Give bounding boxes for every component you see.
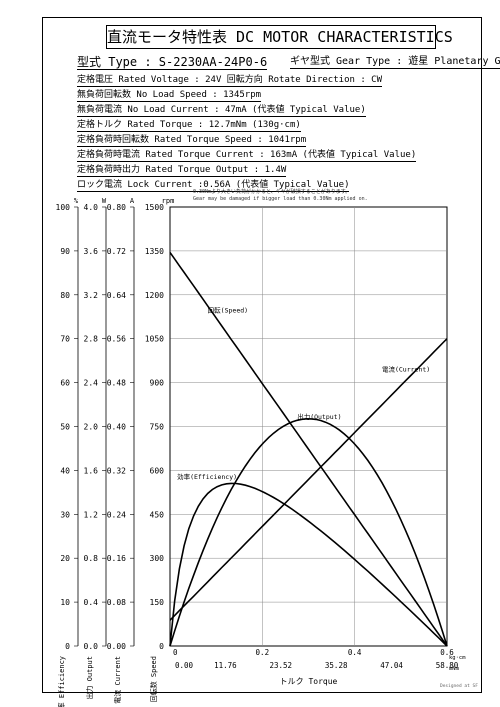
x-unit-kgcm: kg·cm	[449, 655, 466, 661]
speed-tick-label: 0	[159, 642, 164, 651]
efficiency-tick-label: 30	[60, 510, 70, 519]
efficiency-tick-label: 90	[60, 247, 70, 256]
output-tick-label: 3.2	[84, 291, 99, 300]
spec-lock-current: ロック電流 Lock Current :0.56A (代表値 Typical V…	[77, 180, 350, 192]
x-tick-label-mnm: 47.04	[380, 661, 403, 670]
sheet-frame	[42, 17, 482, 693]
x-tick-label-mnm: 58.80	[436, 661, 459, 670]
speed-tick-label: 1500	[145, 203, 164, 212]
efficiency-unit-label: %	[74, 197, 79, 205]
efficiency-tick-label: 100	[56, 203, 71, 212]
efficiency-tick-label: 0	[65, 642, 70, 651]
gear-warning-jp: 0.30Nmより大きい負荷がかかると、ギヤが破損することがあります。	[193, 189, 351, 195]
series-label-speed: 回転(Speed)	[208, 306, 248, 314]
spec-no-load-current: 無負荷電流 No Load Current : 47mA (代表値 Typica…	[77, 105, 366, 117]
output-tick-label: 0.4	[84, 598, 99, 607]
current-tick-label: 0.32	[107, 466, 126, 475]
efficiency-tick-label: 20	[60, 554, 70, 563]
speed-tick-label: 1200	[145, 291, 164, 300]
speed-axis-title: 回転数 Speed	[149, 656, 158, 702]
current-axis-title: 電流 Current	[113, 656, 122, 704]
efficiency-tick-label: 60	[60, 379, 70, 388]
x-unit-mnm: mNm	[449, 666, 460, 672]
type-label: 型式 Type : S-2230AA-24P0-6	[77, 55, 268, 70]
output-tick-label: 2.0	[84, 423, 99, 432]
x-tick-label-kgcm: 0	[173, 648, 178, 657]
x-tick-label-mnm: 35.28	[325, 661, 348, 670]
efficiency-tick-label: 80	[60, 291, 70, 300]
efficiency-tick-label: 50	[60, 423, 70, 432]
x-tick-label-kgcm: 0.6	[440, 648, 454, 657]
speed-tick-label: 1050	[145, 335, 164, 344]
spec-no-load-speed: 無負荷回転数 No Load Speed : 1345rpm	[77, 90, 262, 102]
designer-note: Designed at SF	[440, 684, 478, 689]
efficiency-tick-label: 40	[60, 466, 70, 475]
output-unit-label: W	[102, 197, 107, 205]
current-tick-label: 0.24	[107, 510, 126, 519]
spec-rated-current: 定格負荷時電流 Rated Torque Current : 163mA (代表…	[77, 150, 417, 162]
current-tick-label: 0.08	[107, 598, 126, 607]
output-tick-label: 2.8	[84, 335, 99, 344]
series-label-efficiency: 効率(Efficiency)	[177, 472, 237, 481]
x-tick-label-kgcm: 0.4	[348, 648, 362, 657]
page-title: 直流モータ特性表 DC MOTOR CHARACTERISTICS	[106, 25, 453, 49]
series-line-output	[169, 417, 448, 647]
current-tick-label: 0.72	[107, 247, 126, 256]
efficiency-tick-label: 10	[60, 598, 70, 607]
spec-rated-speed: 定格負荷時回転数 Rated Torque Speed : 1041rpm	[77, 135, 307, 147]
current-tick-label: 0.40	[107, 423, 126, 432]
gear-type-label: ギヤ型式 Gear Type : 遊星 Planetary Gear	[290, 56, 500, 69]
current-tick-label: 0.56	[107, 335, 126, 344]
x-tick-label-mnm: 23.52	[270, 661, 293, 670]
series-line-current	[169, 338, 448, 621]
current-tick-label: 0.16	[107, 554, 126, 563]
efficiency-axis-title: 効率 Efficiency	[57, 656, 66, 707]
speed-tick-label: 600	[150, 466, 165, 475]
speed-unit-label: rpm	[162, 197, 175, 205]
speed-tick-label: 150	[150, 598, 165, 607]
series-label-current: 電流(Current)	[382, 365, 430, 374]
series-line-speed	[169, 251, 448, 647]
x-axis-title: トルク Torque	[280, 677, 338, 686]
current-tick-label: 0.80	[107, 203, 126, 212]
gear-warning-en: Gear may be damaged if bigger load than …	[193, 196, 368, 202]
spec-rated-output: 定格負荷時出力 Rated Torque Output : 1.4W	[77, 165, 287, 177]
efficiency-tick-label: 70	[60, 335, 70, 344]
output-tick-label: 1.6	[84, 466, 99, 475]
spec-rated-torque: 定格トルク Rated Torque : 12.7mNm (130g·cm)	[77, 120, 301, 132]
x-tick-label-kgcm: 0.2	[256, 648, 270, 657]
x-tick-label-mnm: 0.00	[175, 661, 194, 670]
spec-rated-voltage: 定格電圧 Rated Voltage : 24V 回転方向 Rotate Dir…	[77, 75, 382, 87]
series-line-efficiency	[169, 482, 448, 647]
speed-tick-label: 750	[150, 423, 165, 432]
speed-tick-label: 450	[150, 510, 165, 519]
output-tick-label: 2.4	[84, 379, 99, 388]
current-tick-label: 0.48	[107, 379, 126, 388]
series-label-output: 出力(Output)	[297, 412, 341, 421]
current-unit-label: A	[130, 197, 135, 205]
output-axis-title: 出力 Output	[85, 656, 94, 700]
output-tick-label: 0.8	[84, 554, 99, 563]
x-tick-label-mnm: 11.76	[214, 661, 237, 670]
output-tick-label: 0.0	[84, 642, 99, 651]
output-tick-label: 1.2	[84, 510, 99, 519]
output-tick-label: 3.6	[84, 247, 99, 256]
speed-tick-label: 300	[150, 554, 165, 563]
current-tick-label: 0.64	[107, 291, 126, 300]
speed-tick-label: 1350	[145, 247, 164, 256]
output-tick-label: 4.0	[84, 203, 99, 212]
speed-tick-label: 900	[150, 379, 165, 388]
current-tick-label: 0.00	[107, 642, 126, 651]
